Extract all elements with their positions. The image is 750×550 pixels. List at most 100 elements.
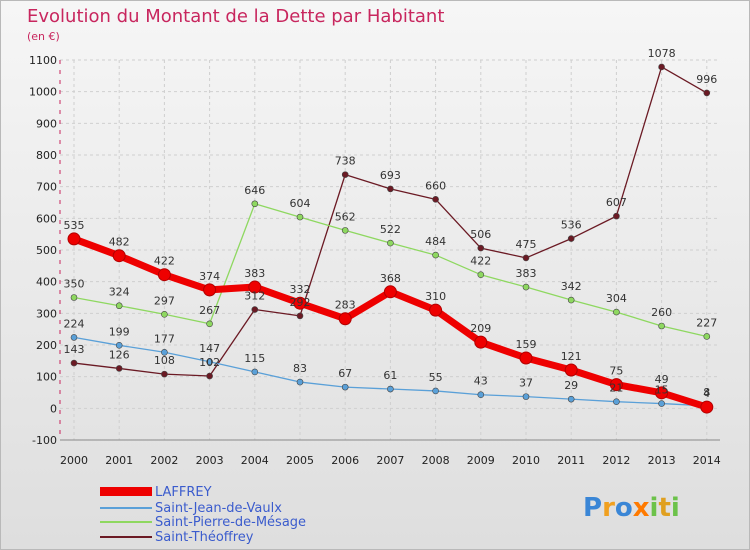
y-tick-label: 300 bbox=[36, 307, 57, 320]
data-point-saint-pierre-de-m-sage bbox=[432, 251, 439, 259]
x-tick-label: 2010 bbox=[512, 454, 540, 467]
x-tick-label: 2011 bbox=[557, 454, 585, 467]
data-label-saint-jean-de-vaulx: 147 bbox=[199, 342, 220, 355]
data-label-saint-th-offrey: 1078 bbox=[648, 47, 676, 60]
data-point-saint-pierre-de-m-sage bbox=[567, 296, 575, 304]
legend-label-saint-jean: Saint-Jean-de-Vaulx bbox=[155, 501, 282, 516]
x-tick-label: 2014 bbox=[693, 454, 721, 467]
data-point-saint-jean-de-vaulx bbox=[251, 368, 259, 376]
data-label-saint-jean-de-vaulx: 199 bbox=[109, 325, 130, 338]
data-point-saint-pierre-de-m-sage bbox=[70, 294, 78, 301]
data-label-saint-pierre-de-m-sage: 260 bbox=[651, 306, 672, 319]
legend: LAFFREY Saint-Jean-de-Vaulx Saint-Pierre… bbox=[100, 485, 306, 545]
data-label-laffrey: 374 bbox=[199, 270, 220, 283]
data-point-saint-pierre-de-m-sage bbox=[296, 213, 304, 221]
x-tick-label: 2009 bbox=[467, 454, 495, 467]
data-point-laffrey bbox=[67, 232, 81, 246]
y-tick-label: 800 bbox=[36, 149, 57, 162]
legend-label-saint-theoffrey: Saint-Théoffrey bbox=[155, 530, 254, 545]
data-point-saint-jean-de-vaulx bbox=[567, 395, 575, 403]
y-tick-label: 1100 bbox=[29, 54, 57, 67]
data-point-laffrey bbox=[519, 351, 533, 365]
proxiti-logo: Proxiti bbox=[583, 493, 680, 523]
data-label-saint-jean-de-vaulx: 8 bbox=[703, 386, 710, 399]
data-point-laffrey bbox=[157, 268, 171, 282]
data-label-saint-pierre-de-m-sage: 342 bbox=[561, 280, 582, 293]
data-point-saint-th-offrey bbox=[477, 244, 485, 252]
legend-swatch-laffrey bbox=[100, 487, 152, 496]
data-point-saint-th-offrey bbox=[567, 235, 575, 242]
data-point-saint-pierre-de-m-sage bbox=[658, 322, 665, 330]
legend-label-laffrey: LAFFREY bbox=[155, 485, 212, 500]
data-point-laffrey bbox=[338, 312, 352, 326]
data-point-saint-jean-de-vaulx bbox=[70, 334, 78, 341]
data-label-saint-jean-de-vaulx: 21 bbox=[609, 382, 623, 395]
legend-label-saint-pierre: Saint-Pierre-de-Mésage bbox=[155, 515, 306, 530]
data-label-saint-jean-de-vaulx: 83 bbox=[293, 362, 307, 375]
data-label-laffrey: 368 bbox=[380, 272, 401, 285]
data-label-saint-jean-de-vaulx: 29 bbox=[564, 379, 578, 392]
data-label-saint-pierre-de-m-sage: 324 bbox=[109, 286, 130, 299]
data-label-laffrey: 310 bbox=[425, 290, 446, 303]
data-point-saint-jean-de-vaulx bbox=[613, 398, 620, 405]
data-label-saint-pierre-de-m-sage: 267 bbox=[199, 304, 220, 317]
data-point-saint-pierre-de-m-sage bbox=[387, 239, 394, 247]
data-point-saint-th-offrey bbox=[341, 171, 349, 178]
data-point-saint-pierre-de-m-sage bbox=[522, 283, 530, 291]
x-tick-label: 2004 bbox=[241, 454, 269, 467]
data-label-saint-pierre-de-m-sage: 297 bbox=[154, 294, 175, 307]
data-point-laffrey bbox=[203, 283, 217, 297]
data-label-saint-pierre-de-m-sage: 304 bbox=[606, 292, 627, 305]
data-point-saint-pierre-de-m-sage bbox=[251, 200, 259, 208]
data-point-saint-th-offrey bbox=[70, 359, 78, 367]
data-label-laffrey: 4 bbox=[703, 387, 710, 400]
data-point-saint-th-offrey bbox=[658, 63, 665, 71]
data-label-saint-th-offrey: 475 bbox=[516, 238, 537, 251]
data-label-laffrey: 121 bbox=[561, 350, 582, 363]
x-tick-label: 2003 bbox=[196, 454, 224, 467]
data-label-saint-th-offrey: 126 bbox=[109, 348, 130, 361]
chart-title: Evolution du Montant de la Dette par Hab… bbox=[27, 6, 444, 27]
data-point-laffrey bbox=[700, 400, 714, 414]
y-tick-label: 0 bbox=[50, 402, 57, 415]
data-point-saint-th-offrey bbox=[387, 185, 394, 193]
data-label-saint-th-offrey: 996 bbox=[696, 73, 717, 86]
data-point-laffrey bbox=[293, 296, 307, 310]
data-point-saint-jean-de-vaulx bbox=[658, 400, 665, 407]
data-point-saint-pierre-de-m-sage bbox=[477, 271, 485, 279]
data-label-laffrey: 383 bbox=[244, 267, 265, 280]
data-label-saint-th-offrey: 536 bbox=[561, 219, 582, 232]
data-point-saint-th-offrey bbox=[703, 89, 711, 97]
data-point-saint-pierre-de-m-sage bbox=[613, 308, 620, 316]
data-point-laffrey bbox=[474, 335, 488, 349]
series-layer bbox=[67, 63, 714, 414]
data-point-saint-th-offrey bbox=[115, 365, 123, 372]
data-label-saint-th-offrey: 693 bbox=[380, 169, 401, 182]
data-label-saint-jean-de-vaulx: 55 bbox=[429, 371, 443, 384]
y-tick-label: 100 bbox=[36, 371, 57, 384]
data-label-laffrey: 283 bbox=[335, 299, 356, 312]
data-label-saint-jean-de-vaulx: 115 bbox=[244, 352, 265, 365]
data-point-saint-pierre-de-m-sage bbox=[115, 302, 123, 310]
x-tick-label: 2006 bbox=[331, 454, 359, 467]
x-tick-label: 2013 bbox=[648, 454, 676, 467]
data-label-saint-jean-de-vaulx: 37 bbox=[519, 377, 533, 390]
y-tick-label: -100 bbox=[32, 434, 57, 447]
data-point-saint-jean-de-vaulx bbox=[522, 393, 530, 400]
data-label-laffrey: 422 bbox=[154, 255, 175, 268]
data-point-laffrey bbox=[248, 280, 262, 294]
data-label-laffrey: 49 bbox=[655, 373, 669, 386]
data-label-laffrey: 332 bbox=[290, 283, 311, 296]
axes: -100 0 100 200 300 400 500 600 700 800 900 1000 1100… bbox=[29, 54, 721, 467]
data-point-saint-jean-de-vaulx bbox=[387, 385, 394, 393]
data-label-saint-pierre-de-m-sage: 383 bbox=[516, 267, 537, 280]
data-point-saint-th-offrey bbox=[206, 372, 213, 380]
y-tick-label: 600 bbox=[36, 212, 57, 225]
data-label-saint-jean-de-vaulx: 67 bbox=[338, 367, 352, 380]
data-label-laffrey: 159 bbox=[516, 338, 537, 351]
data-point-saint-pierre-de-m-sage bbox=[341, 227, 349, 234]
data-label-saint-pierre-de-m-sage: 227 bbox=[696, 316, 717, 329]
data-label-laffrey: 482 bbox=[109, 236, 130, 249]
data-point-saint-th-offrey bbox=[251, 306, 259, 313]
y-tick-label: 200 bbox=[36, 339, 57, 352]
